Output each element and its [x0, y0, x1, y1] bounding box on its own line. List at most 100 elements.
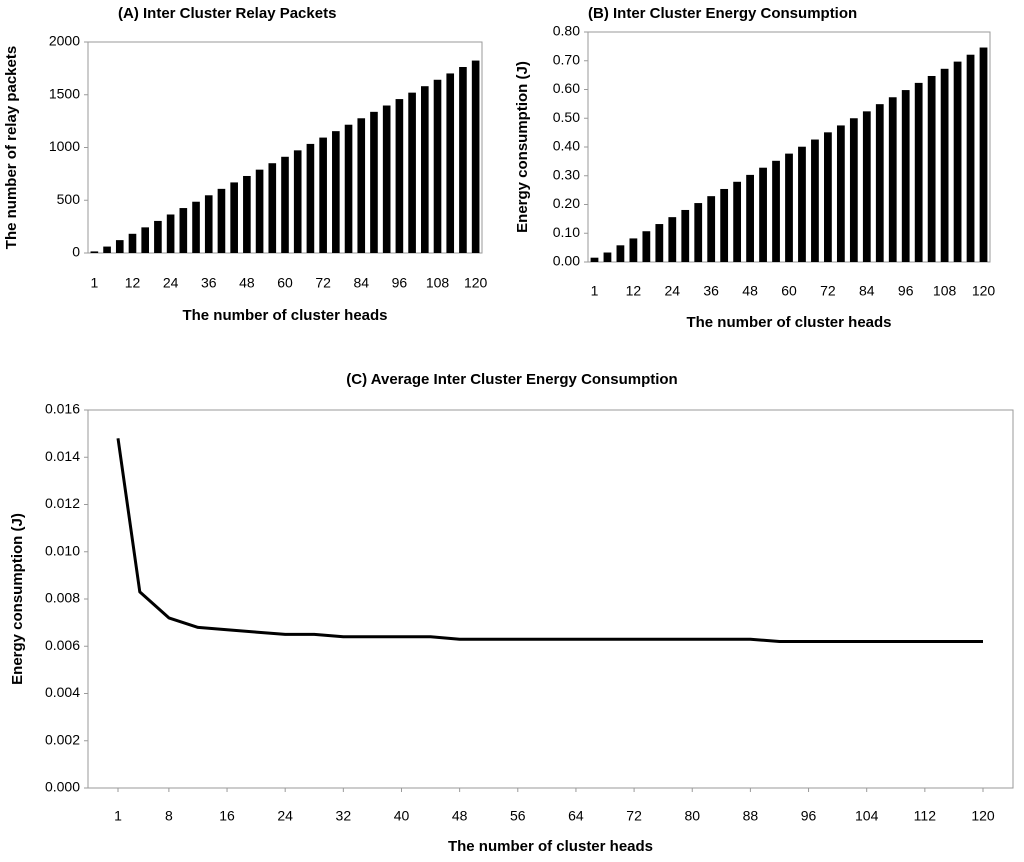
x-tick-label: 24 — [665, 283, 681, 299]
x-tick-label: 120 — [971, 808, 995, 824]
y-axis-title: Energy consumption (J) — [9, 513, 26, 685]
x-tick-label: 84 — [353, 275, 369, 291]
y-tick-label: 0.10 — [553, 224, 580, 240]
bar — [888, 97, 897, 262]
bar — [914, 82, 923, 262]
x-tick-label: 1 — [90, 275, 98, 291]
bar — [746, 174, 754, 262]
bar — [382, 105, 391, 253]
bar — [901, 90, 910, 262]
y-tick-label: 0.012 — [45, 495, 80, 511]
y-axis-title: Energy consumption (J) — [514, 61, 531, 233]
bar — [446, 73, 455, 254]
y-tick-label: 0.000 — [45, 779, 80, 795]
bar — [332, 131, 340, 253]
y-tick-label: 0.014 — [45, 448, 80, 464]
bar — [759, 167, 767, 262]
y-tick-label: 0.010 — [45, 542, 80, 558]
y-tick-label: 0.80 — [553, 23, 580, 39]
bar — [681, 209, 690, 262]
y-tick-label: 0.00 — [553, 253, 580, 269]
bar — [849, 118, 858, 262]
bar — [979, 47, 988, 263]
y-tick-label: 0.30 — [553, 166, 580, 182]
x-tick-label: 32 — [336, 808, 352, 824]
x-tick-label: 72 — [315, 275, 331, 291]
bar — [230, 182, 238, 253]
y-axis-title: The number of relay packets — [3, 46, 20, 249]
x-tick-label: 1 — [591, 283, 599, 299]
y-tick-label: 0.70 — [553, 51, 580, 67]
x-tick-label: 12 — [626, 283, 642, 299]
x-tick-label: 72 — [626, 808, 642, 824]
y-tick-label: 0.006 — [45, 637, 80, 653]
x-tick-label: 12 — [125, 275, 141, 291]
y-tick-label: 0.20 — [553, 195, 580, 211]
bar — [90, 251, 99, 253]
chart-title: (A) Inter Cluster Relay Packets — [118, 5, 336, 22]
x-tick-label: 48 — [452, 808, 468, 824]
y-tick-label: 0.016 — [45, 401, 80, 417]
bar — [128, 233, 137, 253]
x-tick-label: 108 — [426, 275, 450, 291]
bar — [115, 240, 124, 253]
bar — [357, 118, 366, 254]
x-tick-label: 48 — [239, 275, 255, 291]
x-tick-label: 24 — [163, 275, 179, 291]
bar — [616, 245, 625, 262]
y-tick-label: 0.40 — [553, 138, 580, 154]
bar — [370, 111, 378, 253]
x-tick-label: 8 — [165, 808, 173, 824]
bar — [268, 163, 277, 253]
bar — [420, 86, 429, 253]
chart-title: (C) Average Inter Cluster Energy Consump… — [346, 371, 677, 388]
y-tick-label: 2000 — [49, 33, 80, 49]
bar — [433, 79, 442, 253]
bar — [966, 54, 975, 263]
bar — [293, 150, 302, 253]
bar — [590, 257, 599, 262]
bar — [281, 156, 289, 253]
bar — [471, 60, 480, 254]
x-tick-label: 112 — [914, 808, 937, 824]
bar — [733, 181, 742, 262]
y-tick-label: 1000 — [49, 138, 80, 154]
bar — [459, 67, 467, 253]
x-tick-label: 48 — [742, 283, 758, 299]
x-tick-label: 16 — [219, 808, 235, 824]
bar — [772, 160, 780, 262]
y-tick-label: 0.50 — [553, 109, 580, 125]
bar — [811, 139, 819, 262]
bar — [798, 146, 806, 262]
bar — [694, 203, 703, 262]
bar — [720, 188, 729, 262]
x-tick-label: 96 — [801, 808, 817, 824]
x-tick-label: 88 — [743, 808, 759, 824]
bar — [836, 125, 845, 262]
bar — [243, 175, 251, 253]
x-tick-label: 56 — [510, 808, 526, 824]
x-tick-label: 1 — [114, 808, 122, 824]
bar — [255, 169, 264, 253]
line-series — [116, 438, 983, 643]
bar — [103, 246, 111, 253]
x-tick-label: 84 — [859, 283, 875, 299]
bar — [141, 227, 150, 253]
x-tick-label: 108 — [933, 283, 957, 299]
x-tick-label: 120 — [972, 283, 996, 299]
x-tick-label: 24 — [277, 808, 293, 824]
bar — [306, 143, 315, 253]
plot-area — [87, 409, 1014, 789]
x-tick-label: 96 — [392, 275, 408, 291]
x-tick-label: 40 — [394, 808, 410, 824]
x-tick-label: 60 — [277, 275, 293, 291]
x-tick-label: 120 — [464, 275, 488, 291]
bar — [940, 68, 949, 262]
y-tick-label: 0.008 — [45, 590, 80, 606]
bar — [862, 111, 871, 262]
x-axis-title: The number of cluster heads — [686, 314, 891, 331]
x-axis-title: The number of cluster heads — [182, 307, 387, 324]
y-tick-label: 0 — [72, 244, 80, 260]
bar — [953, 61, 962, 262]
